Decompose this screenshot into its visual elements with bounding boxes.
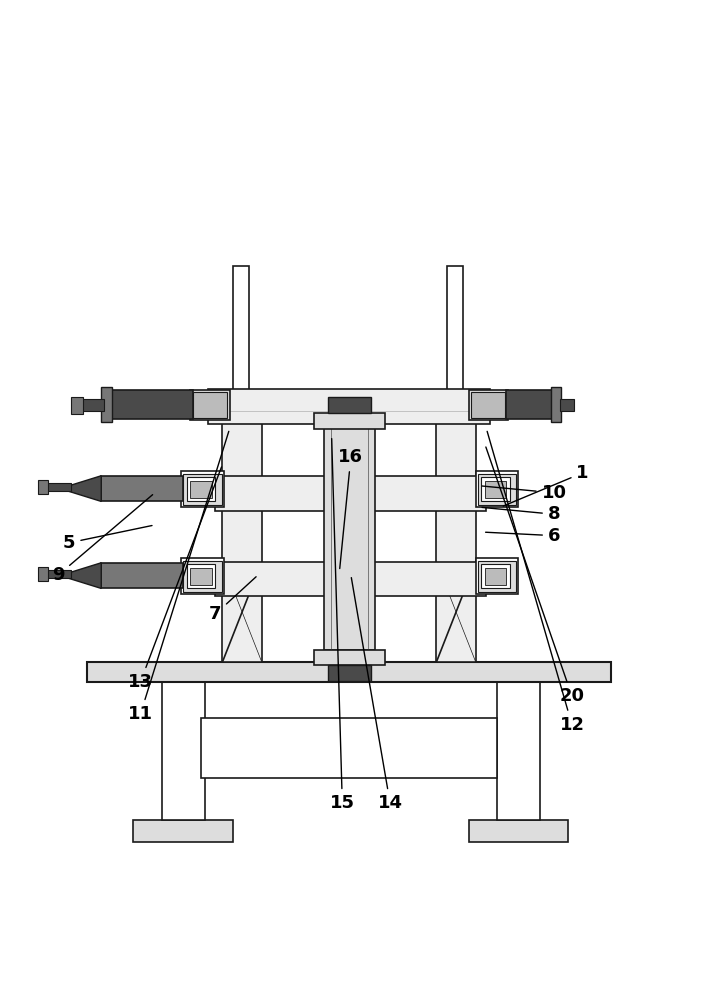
Bar bbox=[216, 476, 486, 511]
Bar bbox=[101, 387, 112, 422]
Bar bbox=[481, 564, 510, 588]
Bar bbox=[481, 477, 510, 501]
Bar bbox=[101, 563, 183, 588]
Text: 8: 8 bbox=[482, 505, 561, 523]
Bar bbox=[181, 471, 224, 507]
Text: 16: 16 bbox=[339, 448, 363, 569]
Bar bbox=[187, 477, 216, 501]
Bar bbox=[328, 665, 371, 681]
Text: 9: 9 bbox=[52, 495, 153, 584]
Text: 7: 7 bbox=[209, 577, 256, 623]
Bar bbox=[437, 419, 475, 662]
Bar bbox=[475, 558, 518, 594]
Text: 14: 14 bbox=[352, 578, 402, 812]
Bar bbox=[201, 718, 497, 778]
Bar bbox=[181, 558, 224, 594]
Bar bbox=[80, 399, 104, 411]
Bar bbox=[468, 820, 569, 842]
Bar bbox=[187, 564, 216, 588]
Bar bbox=[216, 562, 486, 596]
Polygon shape bbox=[69, 563, 101, 588]
Bar bbox=[448, 266, 463, 419]
Bar bbox=[183, 561, 222, 592]
Bar bbox=[328, 397, 371, 413]
Text: 10: 10 bbox=[482, 484, 566, 502]
Bar bbox=[470, 392, 505, 418]
Bar bbox=[314, 650, 385, 665]
Bar bbox=[72, 397, 82, 414]
Bar bbox=[183, 474, 222, 505]
Polygon shape bbox=[69, 476, 101, 501]
Bar bbox=[485, 481, 506, 498]
Text: 15: 15 bbox=[330, 439, 355, 812]
Bar bbox=[44, 483, 72, 491]
Bar bbox=[190, 481, 212, 498]
Bar bbox=[478, 474, 516, 505]
Bar bbox=[190, 390, 230, 420]
Bar bbox=[39, 567, 48, 581]
Text: 13: 13 bbox=[128, 467, 221, 691]
Bar bbox=[505, 390, 552, 419]
Text: 1: 1 bbox=[503, 464, 589, 506]
Bar bbox=[44, 570, 72, 578]
Bar bbox=[233, 266, 249, 419]
Bar bbox=[101, 476, 183, 501]
Bar bbox=[223, 419, 262, 662]
Bar bbox=[162, 680, 205, 820]
Bar bbox=[478, 561, 516, 592]
Bar bbox=[485, 568, 506, 585]
Bar bbox=[497, 680, 540, 820]
Bar bbox=[468, 390, 508, 420]
Bar bbox=[39, 480, 48, 494]
Text: 5: 5 bbox=[63, 526, 152, 552]
Bar bbox=[190, 568, 212, 585]
Bar bbox=[324, 425, 375, 650]
Text: 11: 11 bbox=[128, 431, 229, 723]
Text: 12: 12 bbox=[487, 431, 584, 734]
Bar bbox=[193, 392, 227, 418]
Bar bbox=[133, 820, 233, 842]
Text: 6: 6 bbox=[485, 527, 561, 545]
Bar bbox=[108, 390, 193, 419]
Bar bbox=[560, 399, 574, 411]
Text: 20: 20 bbox=[486, 447, 584, 705]
Bar bbox=[551, 387, 561, 422]
Bar bbox=[87, 662, 611, 682]
Bar bbox=[208, 389, 490, 424]
Bar bbox=[314, 413, 385, 429]
Bar bbox=[475, 471, 518, 507]
